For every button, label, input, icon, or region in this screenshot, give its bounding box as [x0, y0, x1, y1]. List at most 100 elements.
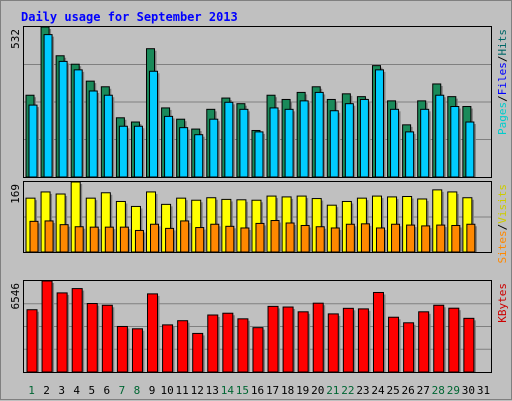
- bar-files-day-22: [344, 103, 354, 178]
- x-tick-label: 10: [160, 384, 173, 397]
- bar-kbytes-day-25: [388, 316, 400, 373]
- bar-sites-day-16: [255, 222, 265, 253]
- bar-sites-day-2: [44, 220, 54, 253]
- bar-kbytes-day-13: [207, 314, 219, 373]
- x-tick-label: 19: [296, 384, 309, 397]
- bar-files-day-6: [103, 94, 113, 178]
- x-tick-label: 7: [119, 384, 126, 397]
- bar-sites-day-30: [466, 223, 476, 253]
- bar-files-day-24: [374, 69, 384, 178]
- bar-kbytes-day-19: [297, 311, 309, 373]
- bar-sites-day-4: [74, 226, 84, 253]
- bar-files-day-10: [164, 115, 174, 178]
- bar-kbytes-day-18: [282, 306, 294, 373]
- bar-sites-day-5: [89, 226, 99, 253]
- bar-kbytes-day-20: [312, 302, 324, 373]
- bar-sites-day-10: [165, 227, 175, 253]
- bar-files-day-9: [149, 70, 159, 178]
- bar-sites-day-29: [451, 224, 461, 253]
- x-tick-label: 23: [356, 384, 369, 397]
- bar-kbytes-day-12: [192, 332, 204, 373]
- x-tick-label: 22: [341, 384, 354, 397]
- legend-entry: Pages: [496, 102, 509, 135]
- bar-kbytes-day-6: [101, 304, 113, 373]
- bar-sites-day-19: [300, 224, 310, 253]
- legend-entry: Visits: [496, 184, 509, 224]
- bar-kbytes-day-5: [86, 303, 98, 373]
- bar-kbytes-day-9: [147, 293, 159, 373]
- bar-files-day-11: [179, 127, 189, 178]
- bar-files-day-17: [269, 107, 279, 178]
- chart-title: Daily usage for September 2013: [21, 10, 238, 24]
- x-tick-label: 16: [251, 384, 264, 397]
- x-tick-label: 26: [402, 384, 415, 397]
- legend-visits-sites: Sites/Visits: [496, 184, 509, 264]
- x-tick-label: 8: [134, 384, 141, 397]
- bar-files-day-19: [299, 100, 309, 178]
- bar-kbytes-day-17: [267, 305, 279, 373]
- x-tick-label: 18: [281, 384, 294, 397]
- bar-files-day-28: [435, 94, 445, 178]
- x-tick-label: 9: [149, 384, 156, 397]
- bar-files-day-2: [43, 34, 53, 178]
- x-tick-label: 4: [73, 384, 80, 397]
- x-tick-label: 27: [417, 384, 430, 397]
- bar-kbytes-day-22: [342, 307, 354, 373]
- bar-files-day-20: [314, 91, 324, 178]
- bar-sites-day-7: [119, 226, 129, 253]
- bar-files-day-21: [329, 110, 339, 178]
- bar-files-day-14: [224, 101, 234, 178]
- x-tick-label: 30: [462, 384, 475, 397]
- bar-sites-day-23: [360, 223, 370, 253]
- x-tick-label: 29: [447, 384, 460, 397]
- bar-files-day-26: [405, 131, 415, 178]
- bar-kbytes-day-7: [116, 325, 128, 373]
- legend-entry: /: [496, 56, 509, 63]
- bar-kbytes-day-10: [162, 324, 174, 373]
- bar-files-day-15: [239, 108, 249, 178]
- legend-hits-files-pages: Pages/Files/Hits: [496, 29, 509, 135]
- x-tick-label: 6: [104, 384, 111, 397]
- bar-files-day-8: [133, 125, 143, 178]
- legend-entry: KBytes: [496, 283, 509, 323]
- bar-sites-day-25: [391, 223, 401, 253]
- bar-kbytes-day-23: [357, 308, 369, 373]
- bar-kbytes-day-1: [26, 309, 38, 373]
- bar-sites-day-1: [29, 220, 39, 253]
- bar-sites-day-26: [406, 224, 416, 253]
- bar-kbytes-day-8: [131, 328, 143, 373]
- bar-kbytes-day-16: [252, 327, 264, 373]
- legend-entry: /: [496, 95, 509, 102]
- bar-kbytes-day-28: [433, 304, 445, 373]
- bar-files-day-13: [209, 118, 219, 178]
- x-tick-label: 5: [88, 384, 95, 397]
- bar-kbytes-day-4: [71, 288, 83, 373]
- ymax-label-visits-sites: 169: [9, 184, 22, 204]
- x-tick-label: 15: [236, 384, 249, 397]
- bar-files-day-1: [28, 104, 38, 178]
- bar-sites-day-3: [59, 224, 69, 253]
- x-tick-label: 28: [432, 384, 445, 397]
- bar-kbytes-day-3: [56, 292, 68, 373]
- legend-entry: Sites: [496, 230, 509, 263]
- bar-files-day-27: [420, 108, 430, 178]
- legend-kbytes: KBytes: [496, 283, 509, 323]
- legend-entry: Hits: [496, 29, 509, 56]
- bar-files-day-25: [390, 108, 400, 178]
- x-tick-label: 17: [266, 384, 279, 397]
- x-tick-label: 12: [191, 384, 204, 397]
- bar-kbytes-day-30: [463, 317, 475, 373]
- legend-entry: /: [496, 224, 509, 231]
- bar-sites-day-21: [330, 227, 340, 253]
- bar-files-day-23: [359, 98, 369, 178]
- bar-files-day-16: [254, 131, 264, 178]
- bar-files-day-3: [58, 60, 68, 178]
- x-tick-label: 3: [58, 384, 65, 397]
- bar-sites-day-12: [195, 227, 205, 253]
- legend-entry: Files: [496, 62, 509, 95]
- bar-sites-day-8: [134, 229, 144, 253]
- bar-files-day-30: [465, 121, 475, 178]
- x-tick-label: 20: [311, 384, 324, 397]
- bar-kbytes-day-14: [222, 312, 234, 373]
